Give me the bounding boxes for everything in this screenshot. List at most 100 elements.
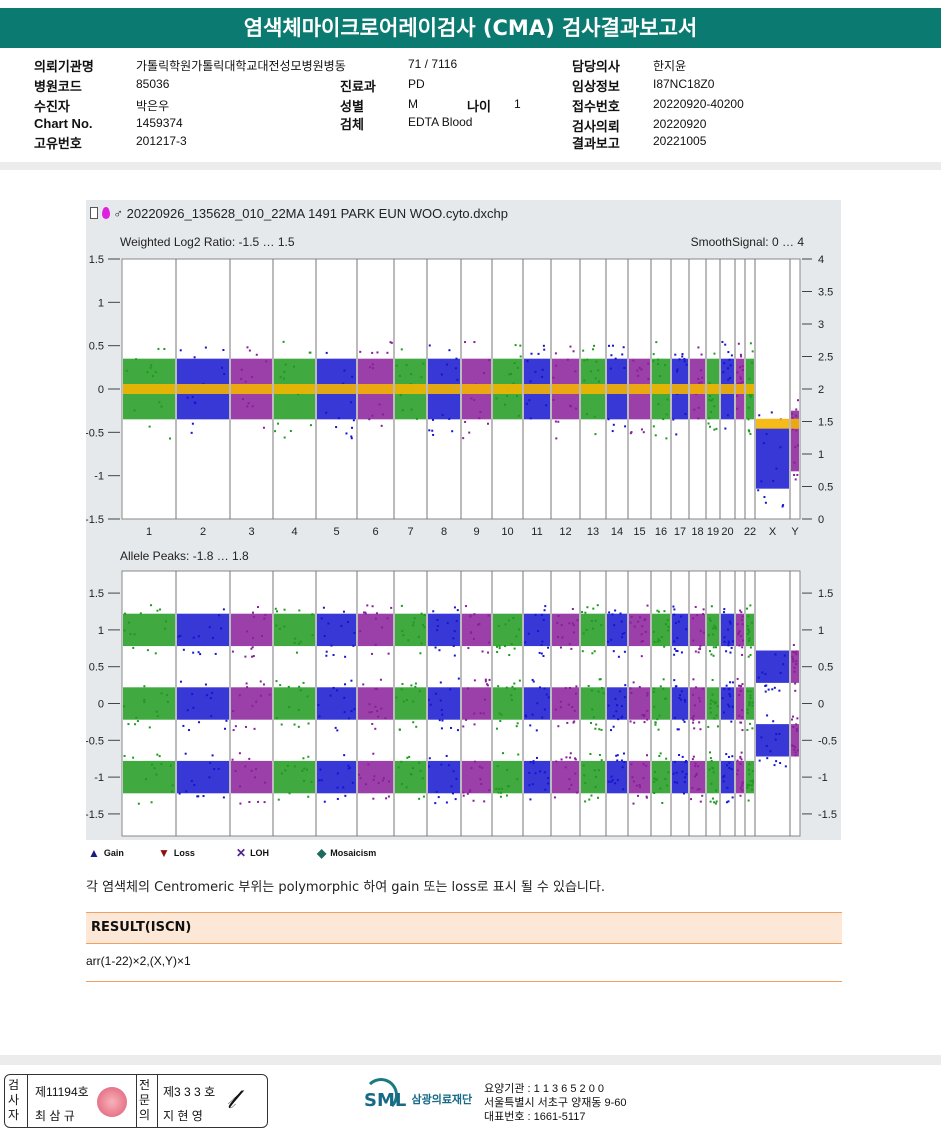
data-point xyxy=(729,681,732,684)
data-point xyxy=(721,697,724,700)
data-point xyxy=(434,646,437,649)
data-point xyxy=(406,756,409,759)
data-point xyxy=(375,688,378,691)
data-point xyxy=(656,640,659,643)
data-point xyxy=(701,687,704,690)
data-point xyxy=(350,435,353,438)
data-point xyxy=(254,776,257,779)
data-point xyxy=(571,622,574,625)
data-point xyxy=(154,652,157,655)
data-point xyxy=(662,687,665,690)
data-point xyxy=(663,610,666,613)
data-point xyxy=(791,655,794,658)
data-point xyxy=(751,781,754,784)
data-point xyxy=(506,395,509,398)
data-point xyxy=(621,633,624,636)
y-tick-label: 0 xyxy=(98,384,104,396)
data-point xyxy=(280,723,283,726)
data-point xyxy=(400,688,403,691)
data-point xyxy=(764,684,767,687)
legend-label: Mosaicism xyxy=(330,848,377,858)
data-point xyxy=(344,794,347,797)
chromosome-band xyxy=(756,650,789,683)
data-point xyxy=(163,627,166,630)
data-point xyxy=(298,685,301,688)
data-point xyxy=(388,780,391,783)
data-point xyxy=(747,406,750,409)
data-point xyxy=(542,618,545,621)
data-point xyxy=(564,766,567,769)
data-point xyxy=(372,797,375,800)
data-point xyxy=(697,406,700,409)
data-point xyxy=(299,640,302,643)
data-point xyxy=(423,613,426,616)
data-point xyxy=(632,681,635,684)
data-point xyxy=(540,652,543,655)
chromosome-band xyxy=(123,760,175,794)
data-point xyxy=(598,380,601,383)
y-tick-label: -0.5 xyxy=(86,735,104,747)
data-point xyxy=(740,377,743,380)
data-point xyxy=(335,689,338,692)
data-point xyxy=(684,412,687,415)
data-point xyxy=(678,358,681,361)
data-point xyxy=(263,617,266,620)
data-point xyxy=(591,708,594,711)
data-point xyxy=(632,802,635,805)
data-point xyxy=(575,791,578,794)
data-point xyxy=(715,789,718,792)
data-point xyxy=(171,784,174,787)
y-tick-label: 1 xyxy=(98,625,104,637)
data-point xyxy=(150,364,153,367)
data-point xyxy=(248,757,251,760)
smooth-signal-line xyxy=(690,384,705,394)
data-point xyxy=(710,759,713,762)
data-point xyxy=(218,614,221,617)
data-point xyxy=(692,755,695,758)
data-point xyxy=(440,727,443,730)
data-point xyxy=(369,366,372,369)
specialist-number: 제3 3 3 호 xyxy=(163,1085,216,1099)
data-point xyxy=(597,769,600,772)
data-point xyxy=(350,401,353,404)
data-point xyxy=(765,745,768,748)
data-point xyxy=(586,358,589,361)
data-point xyxy=(482,712,485,715)
data-point xyxy=(571,608,574,611)
data-point xyxy=(748,704,751,707)
data-point xyxy=(751,784,754,787)
data-point xyxy=(695,772,698,775)
data-point xyxy=(629,687,632,690)
data-point xyxy=(611,430,614,433)
data-point xyxy=(208,626,211,629)
data-point xyxy=(699,647,702,650)
data-point xyxy=(694,650,697,653)
smooth-signal-line xyxy=(317,384,356,394)
data-point xyxy=(307,795,310,798)
data-point xyxy=(276,610,279,613)
data-point xyxy=(329,694,332,697)
data-point xyxy=(440,373,443,376)
data-point xyxy=(299,689,302,692)
data-point xyxy=(722,776,725,779)
data-point xyxy=(376,710,379,713)
data-point xyxy=(508,654,511,657)
data-point xyxy=(691,787,694,790)
data-point xyxy=(453,654,456,657)
data-point xyxy=(729,651,732,654)
data-point xyxy=(453,630,456,633)
data-point xyxy=(795,660,798,663)
right-tick-label: -1.5 xyxy=(818,809,837,821)
unique-label: 고유번호 xyxy=(34,136,82,151)
data-point xyxy=(794,682,797,685)
data-point xyxy=(554,420,557,423)
data-point xyxy=(738,644,741,647)
data-point xyxy=(319,768,322,771)
data-point xyxy=(749,690,752,693)
data-point xyxy=(695,774,698,777)
data-point xyxy=(709,757,712,760)
data-point xyxy=(532,680,535,683)
data-point xyxy=(568,622,571,625)
data-point xyxy=(748,784,751,787)
chromosome-band xyxy=(123,687,175,720)
